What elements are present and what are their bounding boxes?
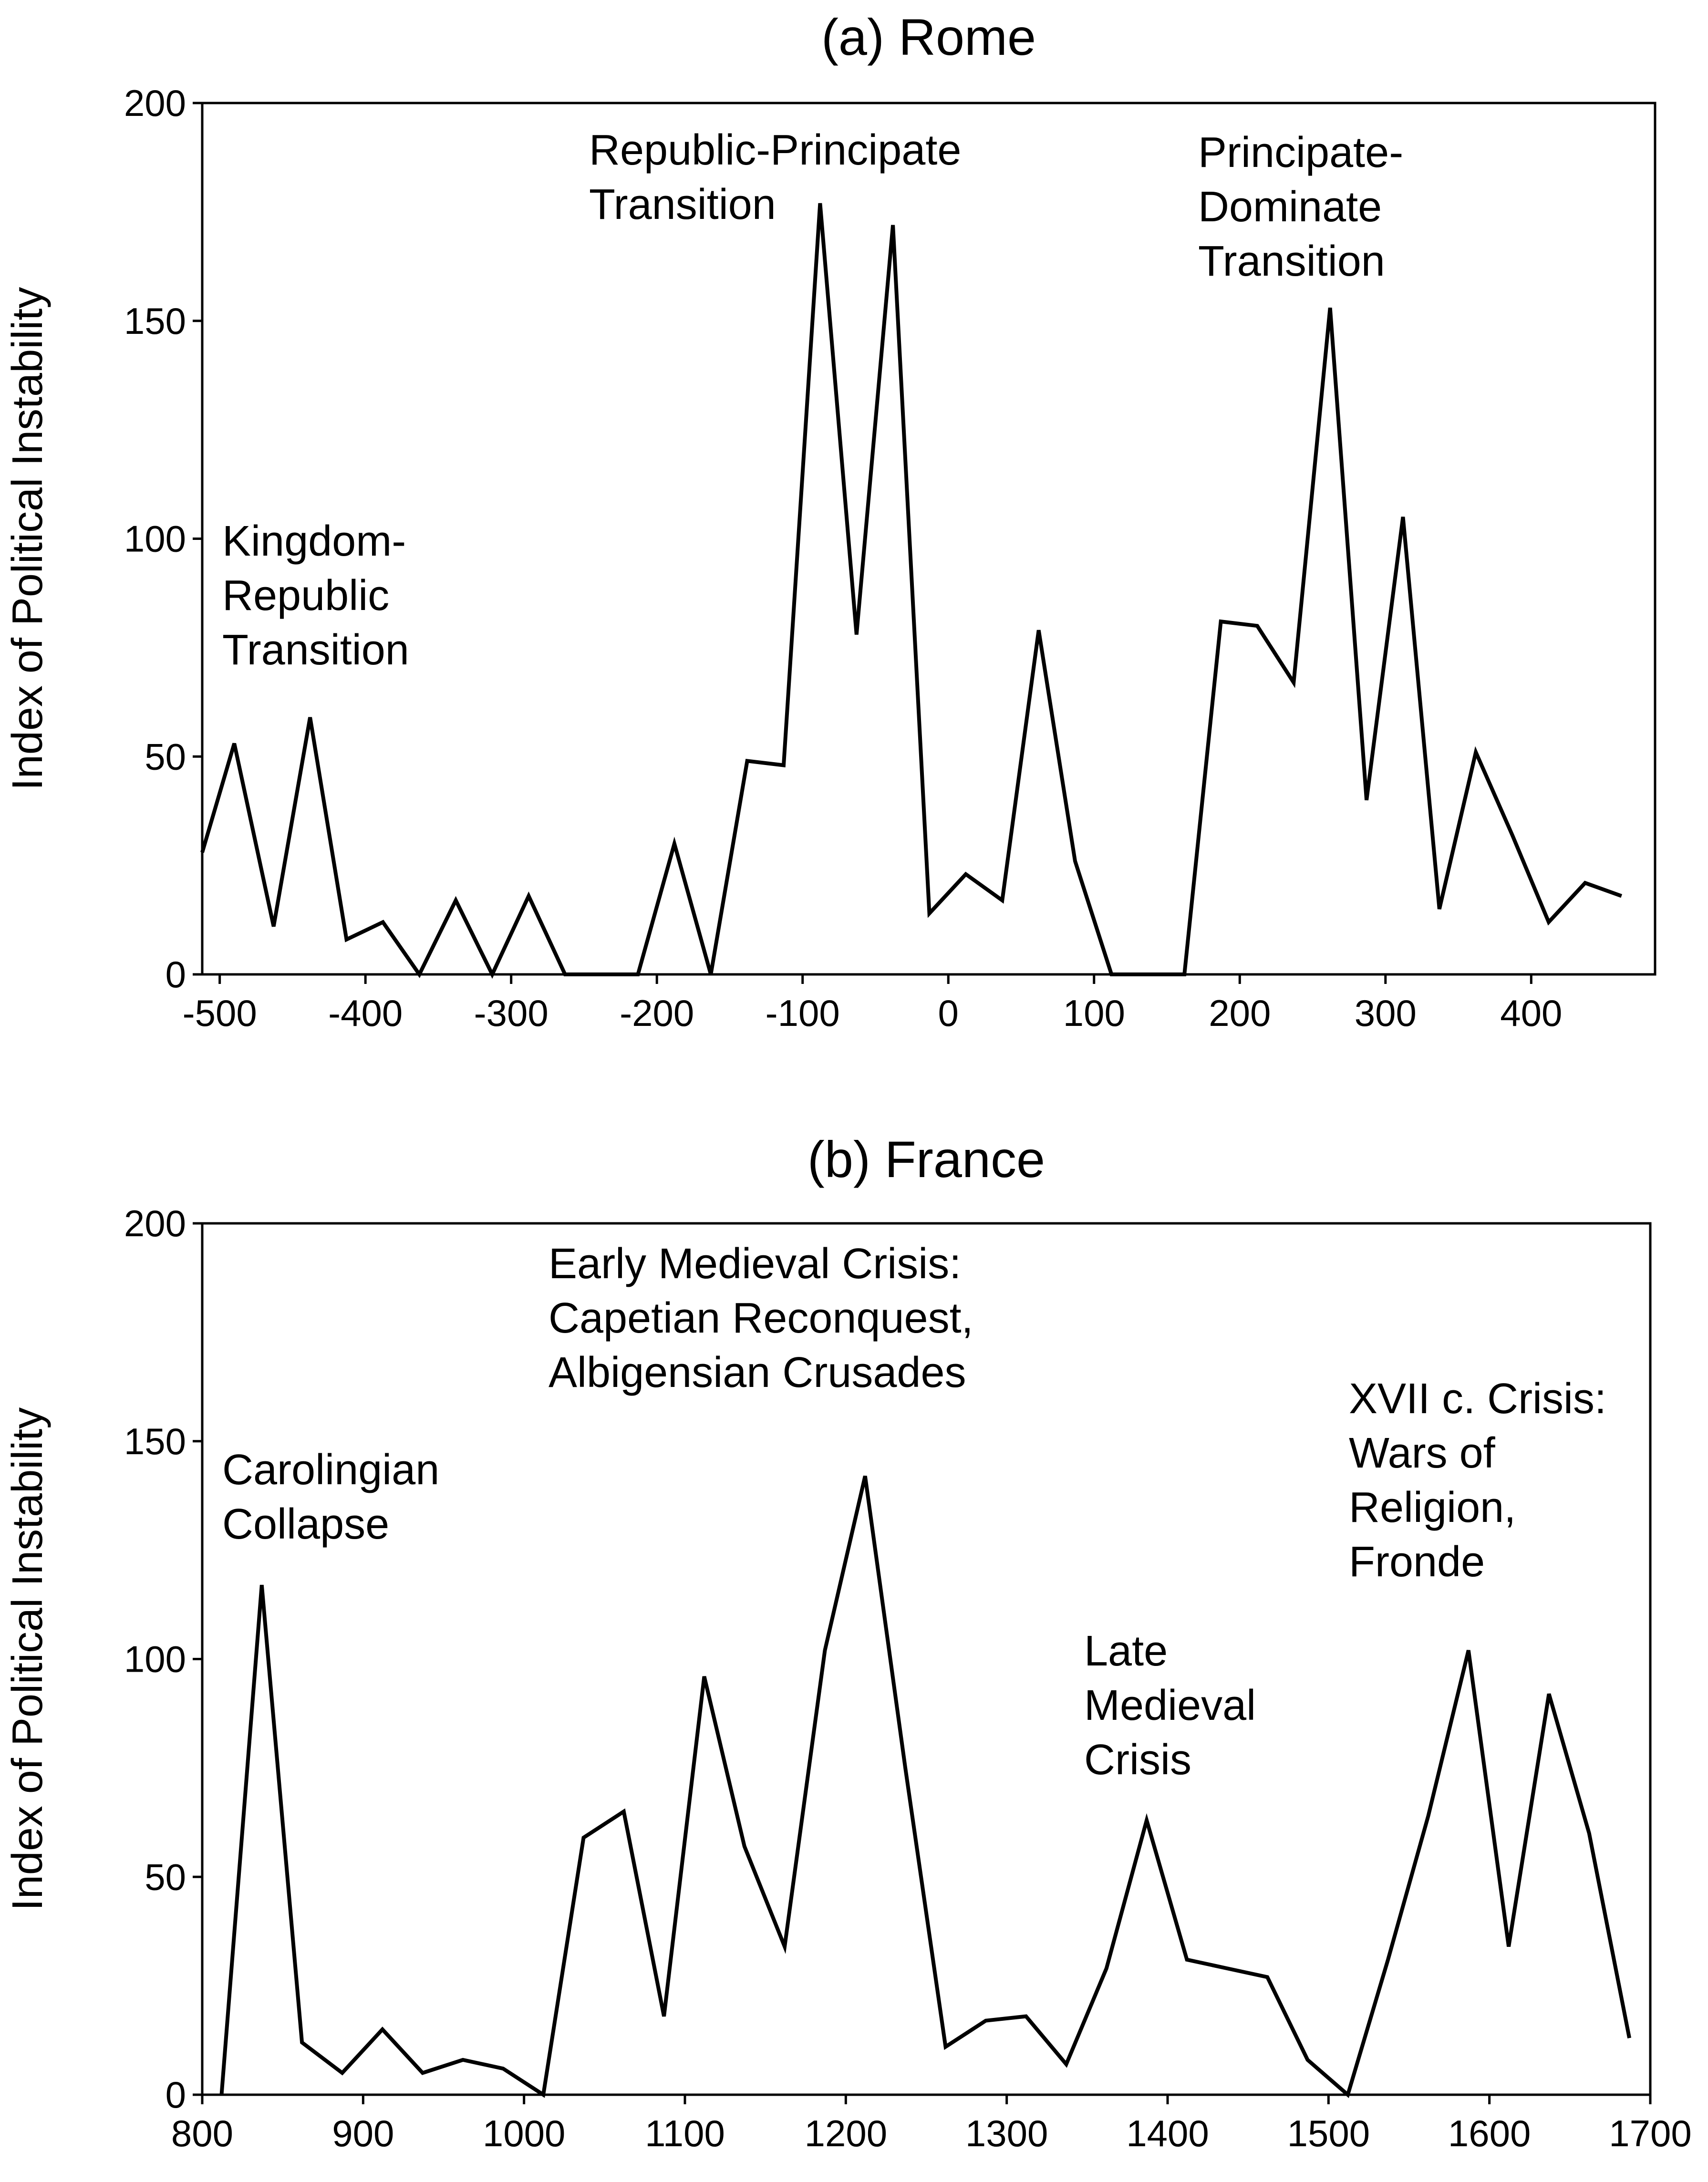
x-tick-label: -400 [328,992,403,1034]
x-tick-label: -300 [474,992,549,1034]
x-tick-label: 1400 [1126,2112,1209,2154]
x-tick-label: -200 [620,992,694,1034]
y-axis-label: Index of Political Instability [4,1407,52,1911]
plot-frame [201,102,1656,976]
x-tick-label: 100 [1063,992,1125,1034]
y-tick-label: 200 [124,82,186,124]
x-tick-label: 1200 [805,2112,888,2154]
x-tick-label: 1100 [645,2112,725,2154]
annotation-label: Early Medieval Crisis: Capetian Reconques… [549,1240,973,1396]
x-tick-label: 1500 [1287,2112,1370,2154]
x-tick-label: 800 [171,2112,233,2154]
x-tick-label: 1600 [1448,2112,1531,2154]
annotation-label: Carolingian Collapse [222,1446,439,1548]
y-tick-label: 200 [124,1202,186,1244]
y-tick-label: 150 [124,1420,186,1462]
annotation-label: Kingdom-Republic Transition [222,517,409,674]
x-tick-label: 1000 [483,2112,566,2154]
series-line [200,203,1623,979]
annotation-label: Principate-Dominate Transition [1198,129,1403,285]
x-tick-label: 1300 [965,2112,1048,2154]
x-tick-label: 900 [332,2112,394,2154]
x-tick-label: -500 [183,992,257,1034]
y-tick-label: 100 [124,1638,186,1680]
annotation-label: Late Medieval Crisis [1084,1627,1256,1784]
x-tick-label: -100 [766,992,840,1034]
x-tick-label: 300 [1355,992,1417,1034]
x-tick-label: 1700 [1609,2112,1692,2154]
chart-panel-rome: (a) Rome Index of Political Instability 0 5… [4,8,1656,1034]
y-tick-label: 50 [145,735,186,777]
y-tick-label: 150 [124,300,186,342]
y-tick-label: 50 [145,1856,186,1898]
x-tick-label: 0 [938,992,959,1034]
chart-panel-france: (b) France Index of Political Instability… [4,1130,1692,2154]
y-tick-label: 0 [166,953,186,995]
x-tick-label: 200 [1209,992,1271,1034]
chart-title: (a) Rome [821,8,1036,66]
annotation-label: Republic-Principate Transition [589,126,961,228]
y-tick-label: 100 [124,518,186,560]
annotation-label: XVII c. Crisis: Wars of Religion, Fronde [1349,1375,1606,1586]
series-line [219,1475,1632,2099]
y-tick-label: 0 [166,2074,186,2116]
x-tick-label: 400 [1500,992,1562,1034]
chart-title: (b) France [807,1130,1045,1188]
y-axis-label: Index of Political Instability [4,287,52,791]
